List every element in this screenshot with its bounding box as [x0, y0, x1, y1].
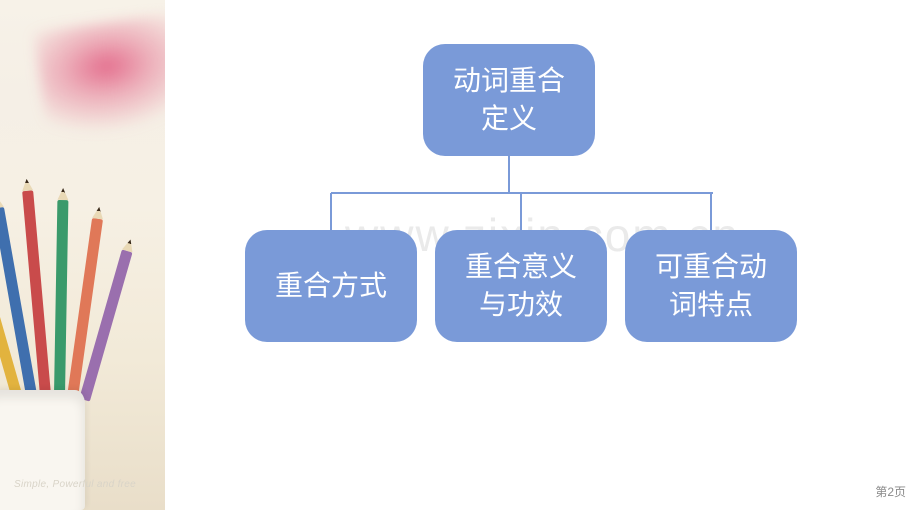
conn-root-stem — [508, 156, 510, 193]
sidebar-photo: Simple, Powerful and free — [0, 0, 165, 510]
page-number: 第2页 — [875, 483, 906, 500]
diagram-area: www.zixin.com.cn 动词重合 定义 重合方式重合意义 与功效可重合… — [165, 0, 920, 510]
conn-drop-2 — [710, 193, 712, 230]
conn-drop-0 — [330, 193, 332, 230]
diagram-child-node-1: 重合意义 与功效 — [435, 230, 607, 342]
conn-horizontal — [331, 192, 713, 194]
pencil-3 — [54, 200, 68, 395]
photo-tagline: Simple, Powerful and free — [14, 479, 136, 490]
photo-blur — [33, 9, 165, 142]
diagram-child-node-2: 可重合动 词特点 — [625, 230, 797, 342]
diagram-root-node: 动词重合 定义 — [423, 44, 595, 156]
pencil-cup — [0, 390, 85, 510]
conn-drop-1 — [520, 193, 522, 230]
diagram-child-node-0: 重合方式 — [245, 230, 417, 342]
